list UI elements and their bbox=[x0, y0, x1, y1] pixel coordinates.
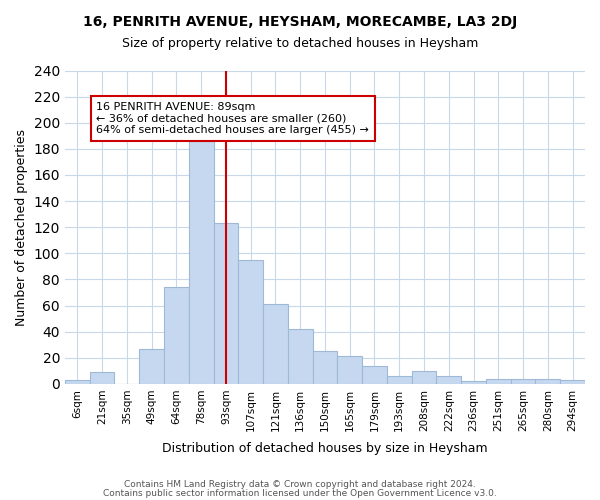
Bar bbox=[337, 356, 362, 384]
Bar bbox=[214, 224, 238, 384]
Bar bbox=[535, 378, 560, 384]
Bar bbox=[387, 376, 412, 384]
Bar bbox=[164, 288, 189, 384]
Bar bbox=[313, 352, 337, 384]
Text: 16, PENRITH AVENUE, HEYSHAM, MORECAMBE, LA3 2DJ: 16, PENRITH AVENUE, HEYSHAM, MORECAMBE, … bbox=[83, 15, 517, 29]
Bar bbox=[486, 378, 511, 384]
Bar bbox=[263, 304, 288, 384]
Text: Contains HM Land Registry data © Crown copyright and database right 2024.: Contains HM Land Registry data © Crown c… bbox=[124, 480, 476, 489]
Bar bbox=[560, 380, 585, 384]
Text: 16 PENRITH AVENUE: 89sqm
← 36% of detached houses are smaller (260)
64% of semi-: 16 PENRITH AVENUE: 89sqm ← 36% of detach… bbox=[96, 102, 369, 135]
Bar bbox=[436, 376, 461, 384]
Bar bbox=[511, 378, 535, 384]
Bar bbox=[65, 380, 89, 384]
Text: Contains public sector information licensed under the Open Government Licence v3: Contains public sector information licen… bbox=[103, 488, 497, 498]
Bar bbox=[89, 372, 115, 384]
Text: Size of property relative to detached houses in Heysham: Size of property relative to detached ho… bbox=[122, 38, 478, 51]
X-axis label: Distribution of detached houses by size in Heysham: Distribution of detached houses by size … bbox=[162, 442, 488, 455]
Bar bbox=[461, 382, 486, 384]
Bar bbox=[288, 329, 313, 384]
Bar bbox=[238, 260, 263, 384]
Bar bbox=[139, 348, 164, 384]
Y-axis label: Number of detached properties: Number of detached properties bbox=[15, 128, 28, 326]
Bar bbox=[412, 371, 436, 384]
Bar bbox=[189, 126, 214, 384]
Bar bbox=[362, 366, 387, 384]
